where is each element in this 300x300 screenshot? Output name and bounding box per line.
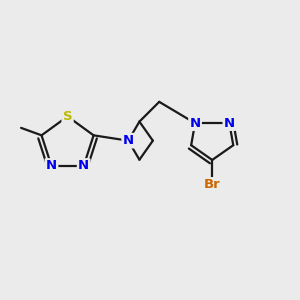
Text: S: S: [63, 110, 72, 123]
Text: N: N: [46, 159, 57, 172]
Text: Br: Br: [204, 178, 220, 191]
Text: N: N: [123, 134, 134, 147]
Text: N: N: [224, 117, 235, 130]
Text: N: N: [190, 117, 201, 130]
Text: N: N: [78, 159, 89, 172]
